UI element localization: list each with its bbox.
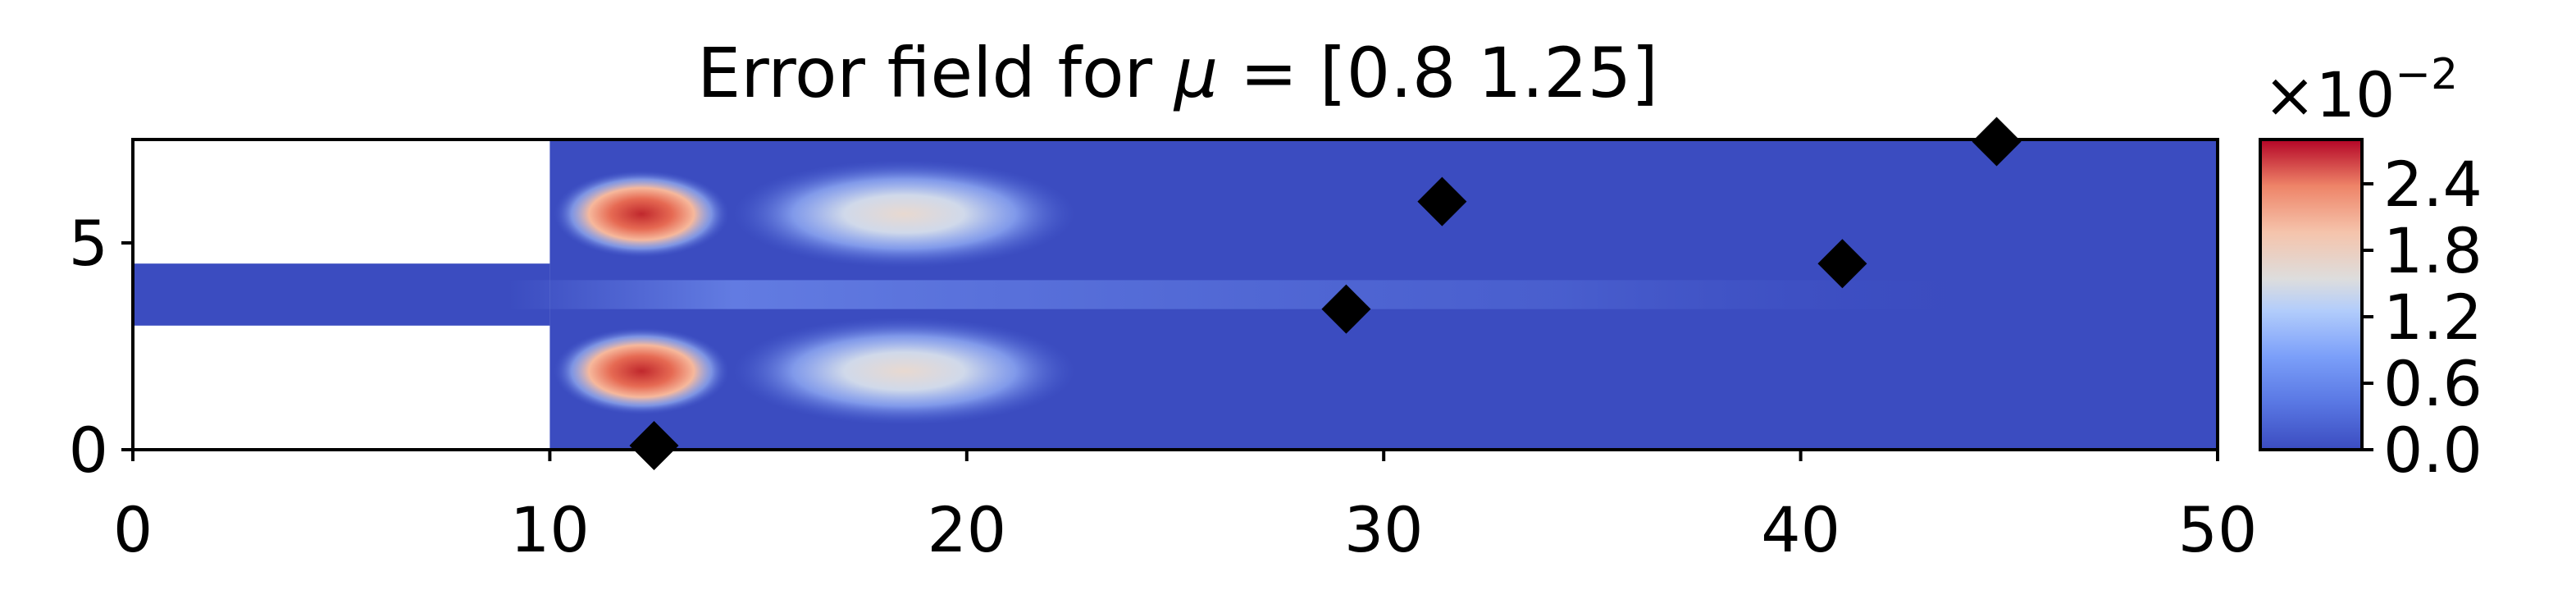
error-hot-spot [733, 317, 1075, 425]
diamond-marker [1817, 239, 1867, 289]
y-tick-label: 0 [69, 414, 108, 487]
colorbar-tick-label: 0.0 [2383, 414, 2483, 487]
x-axis-ticks: 0 10 20 30 40 50 [113, 450, 2258, 566]
diamond-marker [1417, 176, 1467, 226]
colorbar-multiplier: ×10−2 [2264, 50, 2458, 131]
x-tick-label: 20 [927, 493, 1006, 566]
x-tick-label: 0 [113, 493, 153, 566]
x-tick-label: 40 [1761, 493, 1840, 566]
y-tick-label: 5 [69, 207, 108, 280]
x-tick-label: 50 [2178, 493, 2258, 566]
x-tick-label: 10 [510, 493, 590, 566]
sensor-markers [629, 117, 2022, 470]
plot-frame [131, 138, 2219, 451]
colorbar-tick-label: 2.4 [2383, 148, 2483, 221]
error-hot-spot [554, 327, 730, 415]
colorbar [2259, 138, 2364, 451]
error-hot-spot [554, 170, 730, 258]
y-axis-ticks: 05 [69, 207, 133, 487]
diamond-marker [1321, 284, 1371, 334]
x-tick-label: 30 [1344, 493, 1424, 566]
error-field [133, 140, 2218, 450]
inlet-channel [133, 263, 550, 326]
chart-title: Error field for μ = [0.8 1.25] [697, 33, 1658, 113]
error-hot-spot [733, 160, 1075, 268]
diamond-marker [629, 420, 679, 470]
colorbar-tick-label: 1.2 [2383, 281, 2483, 354]
colorbar-tick-label: 1.8 [2383, 214, 2483, 287]
colorbar-ticks: 0.00.61.21.82.4 [2362, 148, 2483, 487]
jet-streak [508, 280, 2009, 309]
colorbar-tick-label: 0.6 [2383, 347, 2483, 420]
diamond-marker [1972, 117, 2022, 167]
